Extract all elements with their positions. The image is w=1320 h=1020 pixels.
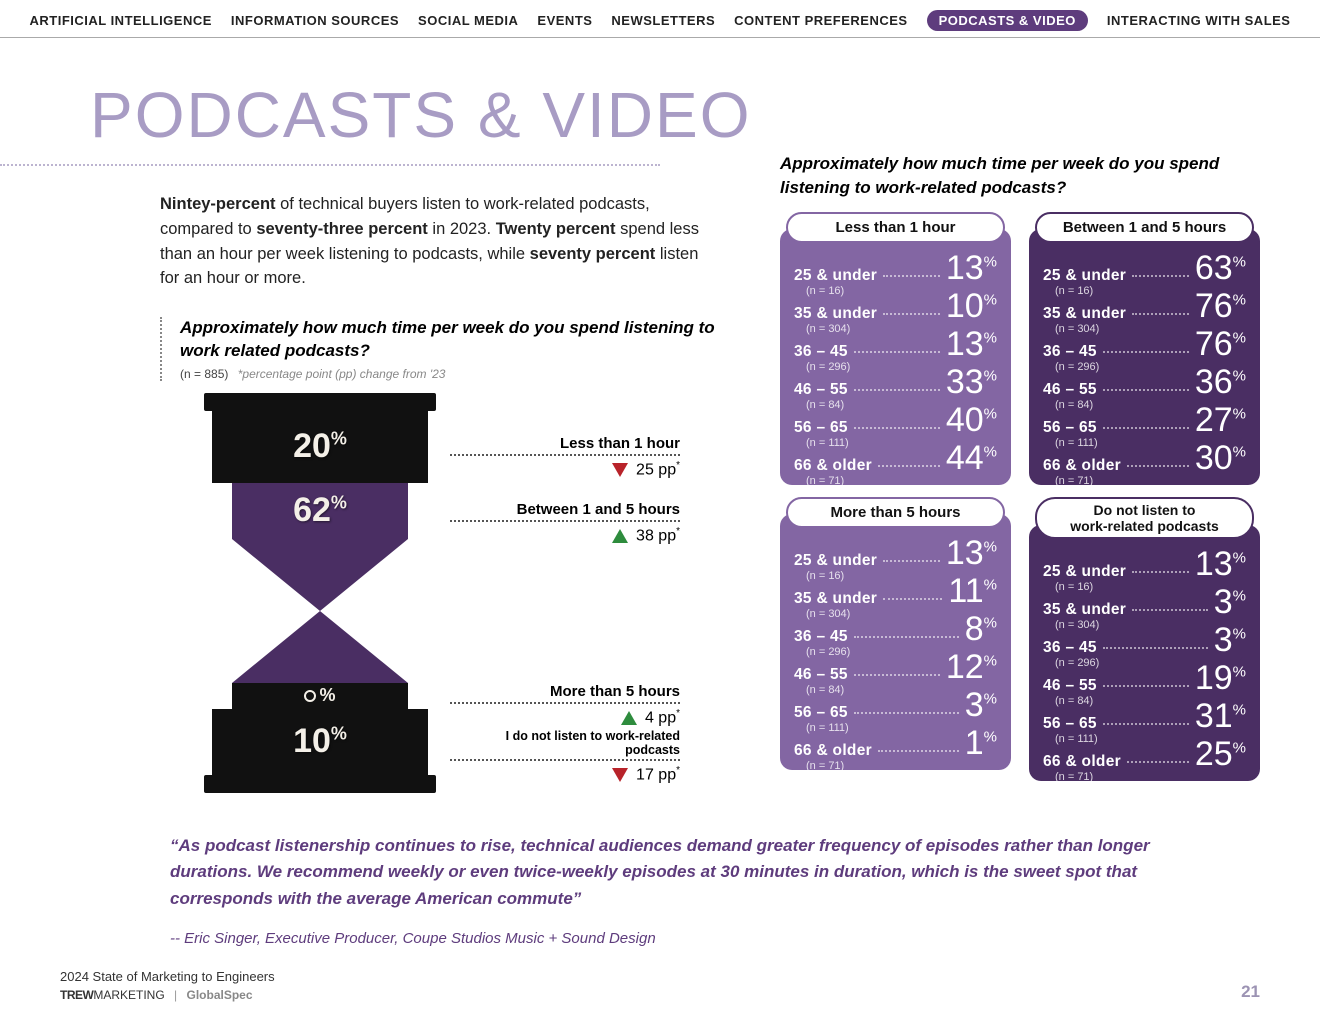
nav-item[interactable]: CONTENT PREFERENCES [734,13,907,28]
nav-item[interactable]: ARTIFICIAL INTELLIGENCE [29,13,211,28]
hourglass-label: Less than 1 hour 25 pp* [450,435,680,479]
age-row: 66 & older25%(n = 71) [1043,733,1246,771]
hourglass-label: Between 1 and 5 hours 38 pp* [450,501,680,545]
age-row: 36 – 453%(n = 296) [1043,619,1246,657]
intro-paragraph: Nintey-percent of technical buyers liste… [160,192,720,291]
quote-attribution: -- Eric Singer, Executive Producer, Coup… [170,930,1190,947]
hourglass-chart: 20% 62% % 10% Less than 1 hour 25 pp* Bet… [160,393,720,793]
age-row: 35 & under3%(n = 304) [1043,581,1246,619]
age-breakdown-panel: Between 1 and 5 hours25 & under63%(n = 1… [1029,212,1260,485]
nav-item[interactable]: PODCASTS & VIDEO [927,10,1088,31]
age-row: 35 & under76%(n = 304) [1043,285,1246,323]
age-row: 46 – 5519%(n = 84) [1043,657,1246,695]
age-breakdown-panel: More than 5 hours25 & under13%(n = 16)35… [780,497,1011,781]
brand-globalspec: GlobalSpec [186,988,252,1002]
left-column: Nintey-percent of technical buyers liste… [160,162,720,793]
quote-text: “As podcast listenership continues to ri… [170,833,1190,912]
age-row: 56 – 6527%(n = 111) [1043,399,1246,437]
panel-title: Less than 1 hour [786,212,1005,243]
age-row: 66 & older1%(n = 71) [794,722,997,760]
hourglass-label: More than 5 hours 4 pp* [450,683,680,727]
sub-question-meta: (n = 885) *percentage point (pp) change … [180,367,720,381]
age-row: 46 – 5512%(n = 84) [794,646,997,684]
age-row: 46 – 5533%(n = 84) [794,361,997,399]
sub-question-text: Approximately how much time per week do … [180,317,720,363]
age-row: 56 – 653%(n = 111) [794,684,997,722]
page-title: PODCASTS & VIDEO [90,78,1260,152]
age-row: 56 – 6540%(n = 111) [794,399,997,437]
footer-report-title: 2024 State of Marketing to Engineers [60,969,275,984]
sub-question-block: Approximately how much time per week do … [160,317,720,381]
panel-body: 25 & under13%(n = 16)35 & under10%(n = 3… [780,229,1011,485]
footer-brands: TREWMARKETING | GlobalSpec [60,988,275,1002]
panel-title: More than 5 hours [786,497,1005,528]
pp-note: *percentage point (pp) change from '23 [238,367,446,381]
age-row: 25 & under13%(n = 16) [794,532,997,570]
panel-body: 25 & under13%(n = 16)35 & under11%(n = 3… [780,514,1011,770]
hourglass-shape: 20% 62% % 10% [204,393,436,793]
age-row: 35 & under11%(n = 304) [794,570,997,608]
age-row: 25 & under63%(n = 16) [1043,247,1246,285]
age-row: 66 & older30%(n = 71) [1043,437,1246,475]
hourglass-label: I do not listen to work-related podcasts… [450,729,680,784]
triangle-up-icon [621,711,637,725]
age-row: 36 – 458%(n = 296) [794,608,997,646]
age-breakdown-panel: Less than 1 hour25 & under13%(n = 16)35 … [780,212,1011,485]
age-row: 35 & under10%(n = 304) [794,285,997,323]
nav-item[interactable]: NEWSLETTERS [611,13,715,28]
sub-question-n: (n = 885) [180,367,228,381]
hourglass-labels: Less than 1 hour 25 pp* Between 1 and 5 h… [450,393,680,793]
panel-title: Between 1 and 5 hours [1035,212,1254,243]
panel-grid: Less than 1 hour25 & under13%(n = 16)35 … [780,212,1260,781]
age-row: 25 & under13%(n = 16) [794,247,997,285]
title-underline [0,164,660,166]
nav-item[interactable]: INTERACTING WITH SALES [1107,13,1291,28]
age-breakdown-panel: Do not listen towork-related podcasts25 … [1029,497,1260,781]
nav-item[interactable]: EVENTS [537,13,592,28]
triangle-up-icon [612,529,628,543]
age-row: 56 – 6531%(n = 111) [1043,695,1246,733]
panel-body: 25 & under13%(n = 16)35 & under3%(n = 30… [1029,525,1260,781]
triangle-down-icon [612,463,628,477]
age-row: 36 – 4513%(n = 296) [794,323,997,361]
nav-item[interactable]: SOCIAL MEDIA [418,13,518,28]
right-column: Approximately how much time per week do … [780,162,1260,793]
quote-block: “As podcast listenership continues to ri… [170,833,1190,947]
top-nav: ARTIFICIAL INTELLIGENCE INFORMATION SOURC… [0,0,1320,38]
nav-item[interactable]: INFORMATION SOURCES [231,13,399,28]
age-row: 66 & older44%(n = 71) [794,437,997,475]
age-row: 25 & under13%(n = 16) [1043,543,1246,581]
right-question: Approximately how much time per week do … [780,152,1260,200]
panel-title: Do not listen towork-related podcasts [1035,497,1254,539]
page-number: 21 [1241,982,1260,1002]
footer: 2024 State of Marketing to Engineers TRE… [60,969,1260,1002]
panel-body: 25 & under63%(n = 16)35 & under76%(n = 3… [1029,229,1260,485]
age-row: 36 – 4576%(n = 296) [1043,323,1246,361]
brand-trew: TREW [60,988,93,1002]
page: PODCASTS & VIDEO Nintey-percent of techn… [0,38,1320,947]
age-row: 46 – 5536%(n = 84) [1043,361,1246,399]
triangle-down-icon [612,768,628,782]
